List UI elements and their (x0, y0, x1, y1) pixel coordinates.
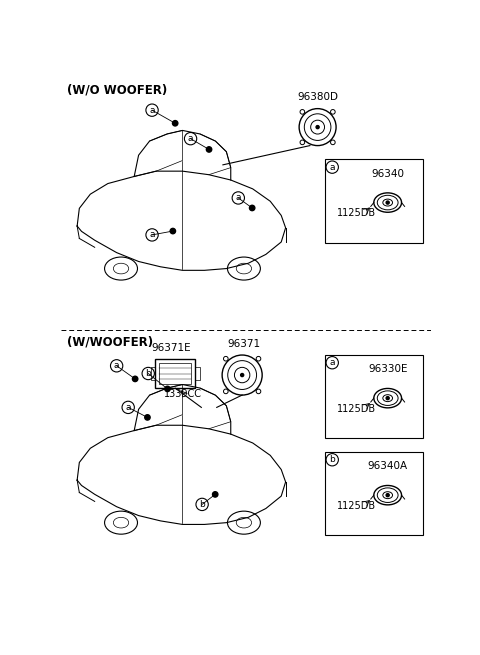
Text: a: a (329, 358, 335, 367)
Bar (324, 355, 423, 438)
Bar (324, 452, 423, 535)
Text: 96380D: 96380D (297, 92, 338, 102)
Text: (W/O WOOFER): (W/O WOOFER) (67, 84, 168, 97)
Text: a: a (114, 362, 120, 370)
Text: a: a (188, 134, 193, 143)
Text: 96371: 96371 (227, 339, 260, 349)
Text: a: a (125, 403, 131, 412)
Text: 96371E: 96371E (152, 343, 191, 354)
Bar (159, 363, 192, 384)
Text: b: b (145, 369, 151, 378)
Text: (W/WOOFER): (W/WOOFER) (67, 335, 154, 348)
Text: 1125DB: 1125DB (337, 501, 376, 511)
Text: a: a (149, 231, 155, 240)
Circle shape (206, 147, 212, 152)
Text: a: a (329, 162, 335, 172)
Circle shape (240, 373, 244, 377)
Circle shape (145, 415, 150, 420)
Circle shape (250, 205, 255, 211)
Circle shape (386, 494, 389, 496)
Text: 1125DB: 1125DB (337, 404, 376, 414)
Text: 96330E: 96330E (368, 364, 408, 374)
Text: 1125DB: 1125DB (337, 208, 376, 218)
Circle shape (132, 376, 138, 382)
Text: a: a (149, 105, 155, 115)
Circle shape (170, 229, 176, 234)
Text: a: a (236, 193, 241, 202)
Bar (324, 159, 423, 242)
Bar (195, 367, 200, 380)
Text: 96340: 96340 (371, 169, 404, 179)
Circle shape (165, 386, 170, 392)
Circle shape (386, 397, 389, 400)
Text: b: b (329, 455, 335, 464)
Circle shape (172, 121, 178, 126)
Circle shape (386, 201, 389, 204)
Text: 1339CC: 1339CC (164, 389, 202, 400)
Circle shape (213, 492, 218, 497)
Text: 96340A: 96340A (368, 461, 408, 472)
Text: b: b (199, 500, 205, 509)
Circle shape (316, 126, 319, 128)
Bar (151, 367, 155, 380)
Bar (155, 359, 195, 388)
